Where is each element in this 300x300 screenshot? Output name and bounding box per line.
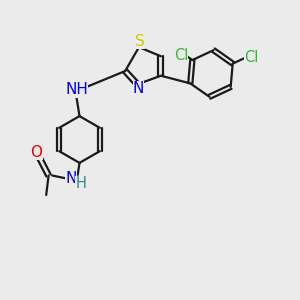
Text: N: N: [133, 81, 144, 96]
Text: O: O: [31, 145, 43, 160]
Text: Cl: Cl: [244, 50, 259, 65]
Text: NH: NH: [65, 82, 88, 98]
Text: N: N: [65, 171, 77, 186]
Text: S: S: [135, 34, 145, 49]
Text: Cl: Cl: [174, 48, 188, 63]
Text: H: H: [75, 176, 86, 190]
